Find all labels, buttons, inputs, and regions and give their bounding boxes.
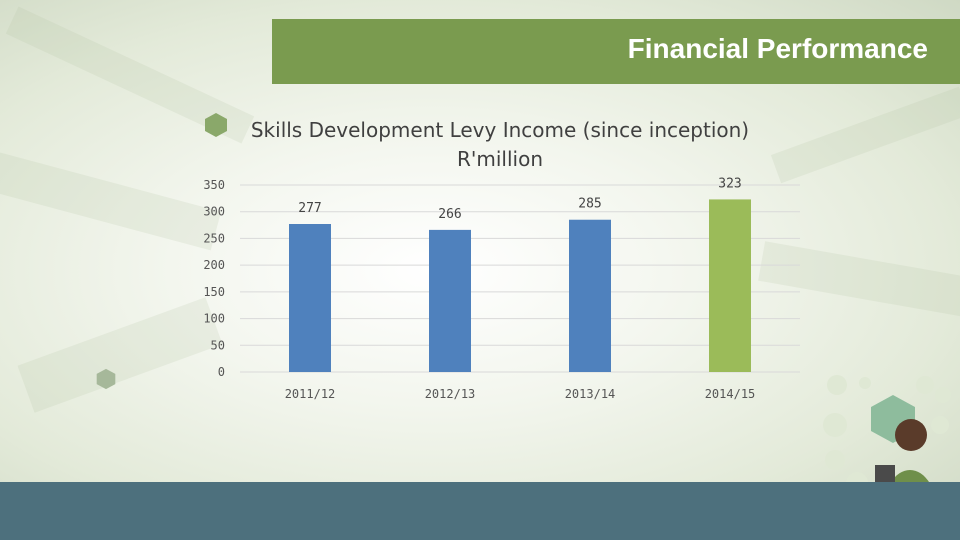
y-tick-label: 300 xyxy=(203,205,225,219)
bar-2011-12 xyxy=(289,224,331,372)
data-label: 285 xyxy=(578,197,601,212)
data-label: 277 xyxy=(298,201,321,216)
footer-bar xyxy=(0,482,960,540)
data-label: 266 xyxy=(438,207,461,222)
y-tick-label: 250 xyxy=(203,231,225,245)
x-tick-label: 2011/12 xyxy=(285,387,336,401)
hexagon-decoration-icon xyxy=(96,368,116,390)
x-tick-label: 2014/15 xyxy=(705,387,756,401)
y-tick-label: 350 xyxy=(203,178,225,192)
chart-title: Skills Development Levy Income (since in… xyxy=(230,116,770,174)
chart-title-line: Skills Development Levy Income (since in… xyxy=(250,118,750,142)
header-bar: Financial Performance xyxy=(272,19,960,84)
y-tick-label: 50 xyxy=(211,338,225,352)
x-tick-label: 2013/14 xyxy=(565,387,616,401)
bar-2012-13 xyxy=(429,229,471,372)
bar-2013-14 xyxy=(569,219,611,372)
x-tick-label: 2012/13 xyxy=(425,387,476,401)
chart-title-line: R'million xyxy=(456,147,543,171)
y-tick-label: 150 xyxy=(203,285,225,299)
y-tick-label: 200 xyxy=(203,258,225,272)
bar-2014-15 xyxy=(709,199,751,372)
data-label: 323 xyxy=(718,176,741,191)
y-tick-label: 100 xyxy=(203,312,225,326)
hexagon-decoration-icon xyxy=(205,113,227,137)
page-title: Financial Performance xyxy=(627,33,928,64)
y-tick-label: 0 xyxy=(218,365,225,379)
